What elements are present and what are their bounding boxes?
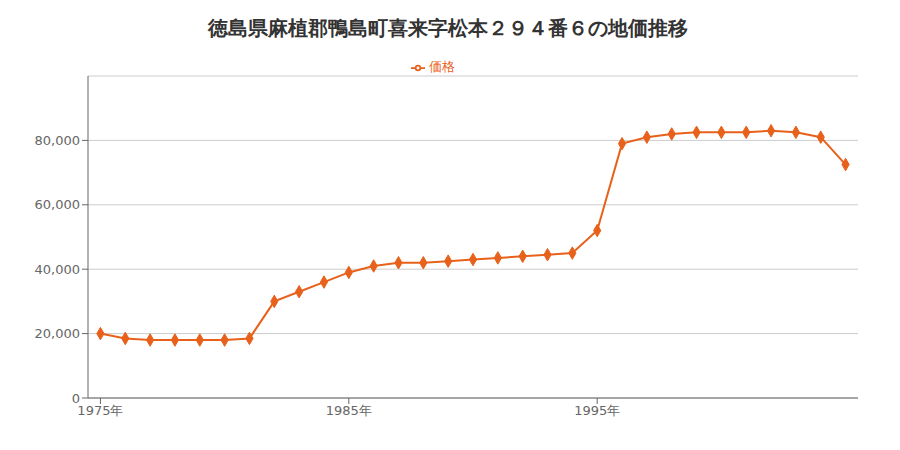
svg-text:40,000: 40,000	[35, 262, 81, 277]
svg-text:80,000: 80,000	[35, 133, 81, 148]
svg-text:60,000: 60,000	[35, 197, 81, 212]
svg-text:0: 0	[72, 391, 80, 406]
svg-text:1985年: 1985年	[326, 403, 372, 418]
svg-text:20,000: 20,000	[35, 326, 81, 341]
html-text:価格: 価格	[429, 59, 455, 74]
html-text:徳島県麻植郡鴨島町喜来字松本２９４番６の地価推移: 徳島県麻植郡鴨島町喜来字松本２９４番６の地価推移	[208, 16, 688, 40]
svg-text:1975年: 1975年	[77, 403, 123, 418]
svg-text:1995年: 1995年	[574, 403, 620, 418]
